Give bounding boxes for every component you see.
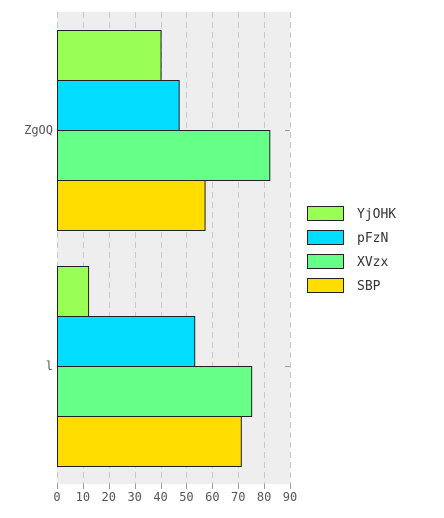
legend-swatch-SBP — [307, 278, 344, 293]
x-tick-label: 90 — [283, 490, 297, 504]
x-axis: 0 10 20 30 40 50 60 70 80 90 — [53, 484, 297, 504]
bars — [57, 30, 271, 467]
x-tick-label: 20 — [102, 490, 116, 504]
y-tick-label: ZgOQ — [24, 123, 53, 137]
x-tick-label: 60 — [205, 490, 219, 504]
bar-pFzN-ZgOQ — [57, 80, 180, 131]
legend-label: SBP — [357, 279, 381, 294]
legend-swatch-pFzN — [307, 230, 344, 245]
legend-label: YjOHK — [357, 207, 396, 222]
legend-label: XVzx — [357, 255, 388, 270]
bar-YjOHK-ZgOQ — [57, 30, 162, 81]
bar-SBP-l — [57, 416, 242, 467]
bar-YjOHK-l — [57, 266, 90, 317]
x-tick-label: 80 — [257, 490, 271, 504]
bar-SBP-ZgOQ — [57, 180, 206, 231]
bar-XVzx-ZgOQ — [57, 130, 271, 181]
x-tick-label: 70 — [231, 490, 245, 504]
x-tick-label: 10 — [76, 490, 90, 504]
x-tick-label: 0 — [53, 490, 60, 504]
legend: YjOHK pFzN XVzx SBP — [307, 206, 396, 294]
x-tick-label: 30 — [127, 490, 141, 504]
legend-swatch-YjOHK — [307, 206, 344, 221]
y-axis: ZgOQ l — [24, 123, 290, 373]
x-tick-label: 50 — [179, 490, 193, 504]
legend-label: pFzN — [357, 231, 388, 246]
bar-XVzx-l — [57, 366, 253, 417]
legend-swatch-XVzx — [307, 254, 344, 269]
bar-pFzN-l — [57, 316, 196, 367]
y-tick-label: l — [46, 359, 53, 373]
x-tick-label: 40 — [153, 490, 167, 504]
